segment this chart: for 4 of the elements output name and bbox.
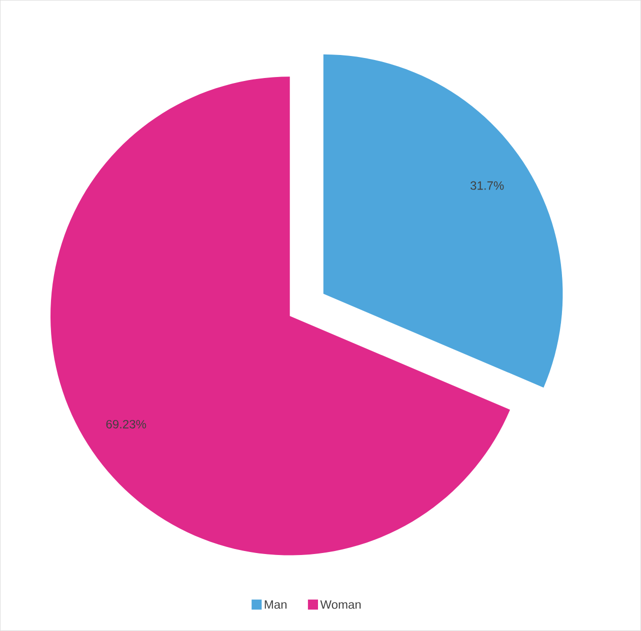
legend-label: Woman — [320, 600, 361, 609]
legend-label: Man — [264, 600, 286, 609]
data-label: 31.7% — [470, 181, 504, 190]
data-label: 69.23% — [106, 420, 146, 428]
